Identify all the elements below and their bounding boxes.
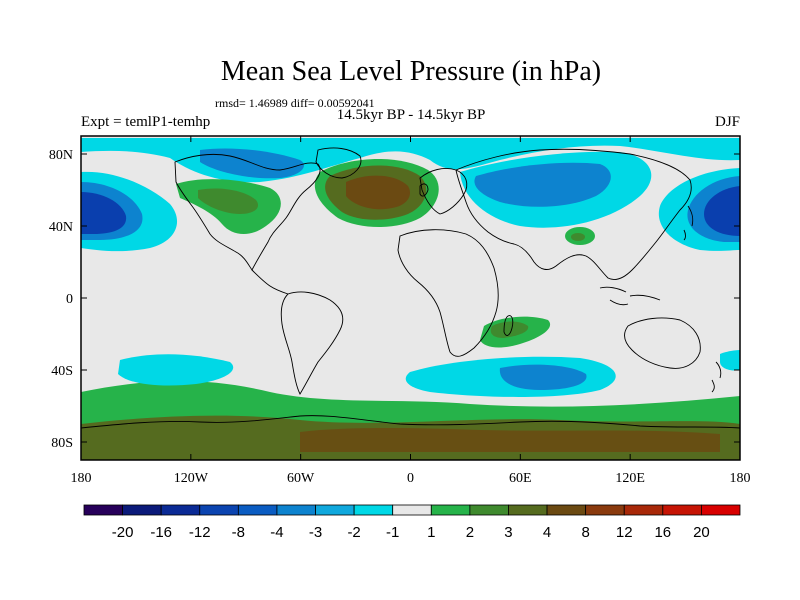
colorbar-label: 8 <box>581 524 589 541</box>
stats-line: rmsd= 1.46989 diff= 0.00592041 <box>215 96 375 110</box>
colorbar-label: 16 <box>654 524 671 541</box>
x-tick-label: 120W <box>174 471 209 486</box>
colorbar-swatch <box>662 504 702 516</box>
x-tick-label: 60W <box>287 471 315 486</box>
region-south-indian-low-core <box>499 364 587 390</box>
region-north-atlantic-high-core <box>346 175 411 210</box>
region-north-pacific-low-east-core <box>704 186 740 236</box>
coast-uk <box>419 183 429 197</box>
coast-greenland <box>315 147 362 179</box>
y-axis: 80N 40N 0 40S 80S <box>49 148 740 451</box>
colorbar-swatch <box>83 504 123 516</box>
colorbar-label: 12 <box>616 524 633 541</box>
colorbar-swatch <box>469 504 509 516</box>
colorbar-swatch <box>546 504 587 516</box>
y-tick-label: 80N <box>49 148 73 163</box>
colorbar-label: -1 <box>386 524 399 541</box>
coast-antarctica <box>81 415 740 429</box>
coast-madagascar <box>503 315 514 336</box>
x-tick-label: 0 <box>407 471 414 486</box>
colorbar-label: 20 <box>693 524 710 541</box>
colorbar-swatch <box>122 504 162 516</box>
colorbar-swatch <box>508 504 548 516</box>
y-tick-label: 40S <box>51 364 73 379</box>
colorbar-label: 2 <box>466 524 474 541</box>
coast-south-america <box>280 291 344 395</box>
colorbar: -20 -16 -12 -8 -4 -3 -2 -1 1 2 3 4 8 12 16 20 <box>83 504 741 541</box>
chart-title: Mean Sea Level Pressure (in hPa) <box>221 56 601 87</box>
region-south-atlantic-low <box>720 350 740 371</box>
coast-indonesia <box>599 286 661 306</box>
colorbar-swatch <box>392 504 432 516</box>
y-tick-label: 80S <box>51 436 73 451</box>
coastlines <box>81 147 740 429</box>
colorbar-label: -3 <box>309 524 322 541</box>
region-south-africa-high-core <box>490 321 529 338</box>
coast-central-america <box>251 269 289 295</box>
x-tick-label: 60E <box>509 471 532 486</box>
colorbar-label: -4 <box>270 524 283 541</box>
colorbar-swatch <box>160 504 201 516</box>
x-tick-label: 120E <box>615 471 645 486</box>
colorbar-swatch <box>315 504 355 516</box>
x-axis: 180 120W 60W 0 60E 120E 180 <box>71 136 751 486</box>
coast-africa <box>397 229 499 357</box>
chart-subtitle: 14.5kyr BP - 14.5kyr BP <box>337 107 486 123</box>
region-antarctica-core <box>300 428 720 452</box>
colorbar-label: -2 <box>347 524 360 541</box>
colorbar-swatch <box>585 504 625 516</box>
x-tick-label: 180 <box>730 471 751 486</box>
colorbar-swatch <box>353 504 394 516</box>
coast-asia <box>455 148 692 281</box>
coast-new-zealand <box>711 361 722 393</box>
coast-australia <box>624 317 701 369</box>
colorbar-swatch <box>430 504 471 516</box>
season-label: DJF <box>715 114 740 130</box>
colorbar-label: -20 <box>112 524 134 541</box>
colorbar-label: 1 <box>427 524 435 541</box>
colorbar-swatch <box>199 504 239 516</box>
colorbar-label: 3 <box>504 524 512 541</box>
colorbar-label: 4 <box>543 524 551 541</box>
map-panel <box>81 136 740 460</box>
colorbar-swatch <box>701 504 741 516</box>
x-tick-label: 180 <box>71 471 92 486</box>
colorbar-label: -12 <box>189 524 211 541</box>
region-central-asia-high-core <box>571 233 585 241</box>
colorbar-swatch <box>237 504 278 516</box>
region-eurasia-low-mid <box>474 162 611 207</box>
y-tick-label: 0 <box>66 292 73 307</box>
y-tick-label: 40N <box>49 220 73 235</box>
colorbar-swatch <box>623 504 664 516</box>
coast-europe <box>419 167 468 215</box>
coast-japan <box>683 205 694 241</box>
region-south-pacific-low <box>118 354 234 386</box>
colorbar-label: -16 <box>150 524 172 541</box>
region-north-pacific-low-west-core <box>81 192 127 234</box>
colorbar-swatch <box>276 504 316 516</box>
region-north-america-high-core <box>198 188 259 214</box>
experiment-label: Expt = temlP1-temhp <box>81 114 210 130</box>
coast-north-america <box>174 153 321 271</box>
colorbar-label: -8 <box>232 524 245 541</box>
